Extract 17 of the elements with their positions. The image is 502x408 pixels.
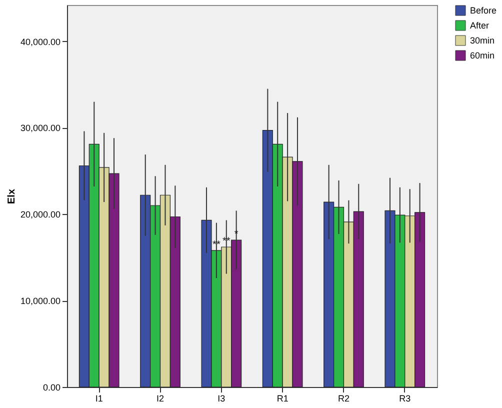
y-tick-label: 0.00	[42, 382, 60, 392]
y-tick-label: 10,000.00	[20, 296, 60, 306]
x-tick-label: R3	[399, 394, 411, 404]
annotation: *	[234, 229, 238, 240]
y-tick-label: 40,000.00	[20, 36, 60, 47]
legend-label: Before	[470, 6, 497, 16]
y-axis-title: Elx	[6, 188, 18, 204]
legend-label: 60min	[470, 50, 495, 60]
legend-label: After	[470, 20, 490, 30]
y-tick-label: 20,000.00	[20, 210, 60, 220]
legend-label: 30min	[470, 36, 495, 46]
x-tick-label: I3	[218, 394, 226, 404]
x-tick-label: I1	[95, 394, 103, 404]
y-tick-label: 30,000.00	[20, 123, 60, 134]
x-tick-label: R2	[338, 394, 350, 404]
x-tick-label: I2	[156, 394, 164, 404]
x-tick-label: R1	[276, 394, 288, 404]
